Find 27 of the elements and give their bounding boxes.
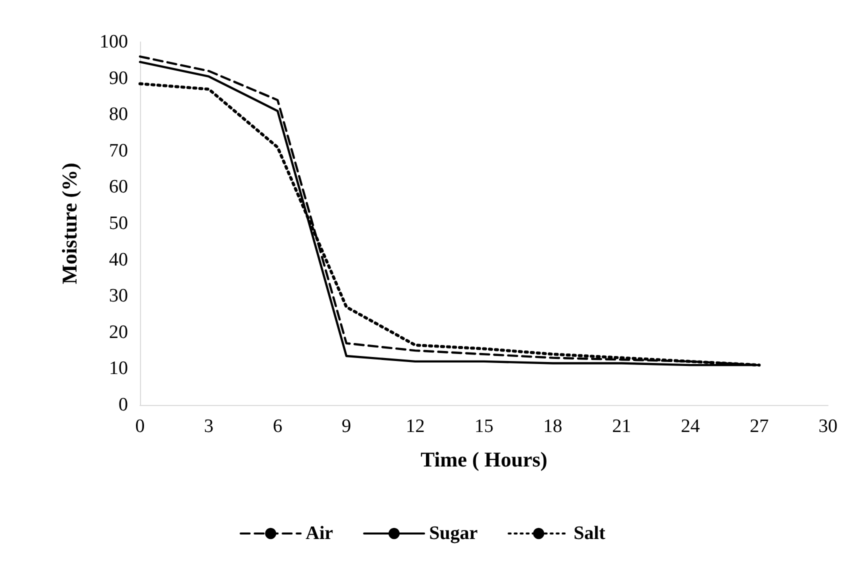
x-tick-label: 30 — [818, 416, 838, 437]
x-tick-label: 9 — [342, 416, 352, 437]
x-tick-label: 12 — [406, 416, 425, 437]
x-tick-label: 3 — [204, 416, 214, 437]
x-tick-label: 27 — [750, 416, 769, 437]
x-tick-label: 6 — [272, 416, 282, 437]
x-tick-label: 18 — [543, 416, 562, 437]
legend-label: Salt — [574, 523, 606, 544]
y-tick-label: 10 — [109, 358, 128, 380]
y-tick-label: 40 — [109, 249, 128, 270]
x-tick-label: 0 — [135, 416, 145, 437]
y-tick-label: 90 — [109, 68, 128, 89]
y-tick-label: 50 — [109, 213, 128, 234]
y-tick-label: 100 — [100, 32, 128, 52]
x-tick-label: 15 — [474, 416, 494, 437]
y-tick-label: 70 — [109, 140, 128, 162]
x-tick-label: 24 — [680, 416, 700, 437]
legend-label: Sugar — [429, 523, 478, 544]
x-tick-label: 21 — [612, 416, 632, 437]
x-axis-title: Time ( Hours) — [420, 448, 548, 472]
y-tick-label: 20 — [109, 322, 128, 343]
y-tick-label: 30 — [109, 286, 128, 307]
legend-label: Air — [306, 523, 334, 544]
y-tick-label: 80 — [109, 104, 128, 126]
y-tick-label: 60 — [109, 176, 128, 198]
y-axis-title: Moisture (%) — [58, 162, 82, 284]
y-tick-label: 0 — [118, 394, 128, 416]
